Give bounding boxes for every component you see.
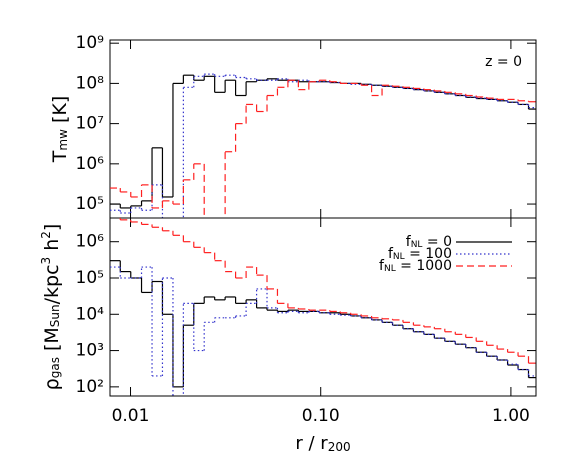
legend-label: fNL = 1000 xyxy=(379,258,452,274)
y-axis-label: Tmw [K] xyxy=(49,96,71,163)
y-tick-label: 10⁸ xyxy=(76,73,105,93)
y-axis-label: ρgas [MSun/kpc3 h2] xyxy=(39,224,62,391)
legend-label-part: NL xyxy=(393,252,405,262)
y-axis-label-part: ] xyxy=(41,224,63,231)
x-tick-label: 0.10 xyxy=(302,406,340,426)
y-tick-label: 10⁶ xyxy=(76,154,105,174)
legend-label-part: f xyxy=(379,258,385,274)
y-tick-label: 10³ xyxy=(76,341,104,361)
y-axis-label-part: ρ xyxy=(41,378,63,390)
x-tick-label: 0.01 xyxy=(112,406,150,426)
annotation: z = 0 xyxy=(485,54,522,70)
y-axis-label-part: Sun xyxy=(48,304,62,327)
legend-label-part: = 1000 xyxy=(396,258,452,274)
legend-label-part: f xyxy=(406,234,412,250)
y-axis-label-part: mw xyxy=(56,129,70,151)
y-tick-label: 10² xyxy=(76,377,104,397)
plot-frame xyxy=(109,217,537,397)
y-axis-label-part: T xyxy=(49,150,71,163)
legend-label-part: NL xyxy=(384,264,396,274)
y-axis-label-part: 2 xyxy=(39,231,53,239)
y-tick-label: 10⁴ xyxy=(76,304,105,324)
y-tick-label: 10⁷ xyxy=(76,114,105,134)
y-tick-label: 10⁶ xyxy=(76,232,105,252)
y-tick-label: 10⁵ xyxy=(76,268,104,288)
y-axis-label-part: [K] xyxy=(49,96,71,129)
x-axis-label: r / r200 xyxy=(295,433,350,454)
y-axis-label-part: h xyxy=(41,239,63,257)
legend-label-part: NL xyxy=(411,240,423,250)
legend-label-part: = 0 xyxy=(422,234,452,250)
x-axis-label-part: r / r xyxy=(295,433,328,454)
legend-label-part: f xyxy=(388,246,394,262)
y-tick-label: 10⁵ xyxy=(76,194,104,214)
y-axis-label-part: [M xyxy=(41,327,63,357)
y-axis-label-part: gas xyxy=(48,357,62,378)
y-axis-label-part: 3 xyxy=(39,257,53,265)
plot-area xyxy=(110,73,536,218)
x-tick-label: 1.00 xyxy=(492,406,530,426)
plot-frame xyxy=(109,39,537,219)
y-axis-label-part: /kpc xyxy=(41,264,63,304)
y-tick-label: 10⁹ xyxy=(76,33,105,53)
legend-label: fNL = 100 xyxy=(388,246,452,262)
x-axis-label-part: 200 xyxy=(328,440,351,454)
legend-label-part: = 100 xyxy=(405,246,452,262)
plot-area xyxy=(110,218,536,396)
legend-label: fNL = 0 xyxy=(406,234,452,250)
